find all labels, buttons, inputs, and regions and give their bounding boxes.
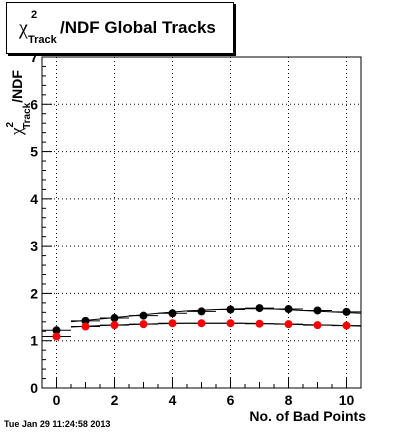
red-data-point [313, 321, 322, 330]
title-box: χ 2 Track /NDF Global Tracks [6, 2, 234, 54]
black-data-point [255, 304, 264, 313]
red-data-point [139, 320, 148, 329]
x-tick-label: 10 [339, 392, 355, 408]
black-data-point [168, 309, 177, 318]
x-axis-title: No. of Bad Points [249, 408, 366, 424]
x-tick-label: 0 [53, 392, 61, 408]
red-data-point [52, 332, 61, 341]
y-axis-title-superscript: 2 [5, 121, 16, 127]
y-tick-label: 4 [30, 191, 38, 207]
black-data-point [313, 306, 322, 315]
y-tick-label: 6 [30, 96, 38, 112]
timestamp: Tue Jan 29 11:24:58 2013 [4, 419, 111, 429]
y-tick-label: 7 [30, 49, 38, 65]
y-axis-title-rest: /NDF [9, 70, 25, 103]
red-data-point [284, 320, 293, 329]
title-symbol: χ [19, 17, 28, 39]
red-data-point [110, 321, 119, 330]
black-data-point [110, 314, 119, 323]
black-data-point [197, 307, 206, 316]
black-data-point [226, 305, 235, 314]
title-text: /NDF Global Tracks [60, 18, 216, 37]
y-tick-label: 1 [30, 333, 38, 349]
x-tick-label: 4 [169, 392, 177, 408]
y-axis-title-subscript: Track [22, 102, 33, 129]
data-points [42, 304, 361, 341]
y-tick-label: 0 [30, 380, 38, 396]
tick-labels: 0 2 4 6 8 10 0 1 2 3 4 5 6 7 [30, 49, 354, 408]
black-data-point [52, 326, 61, 335]
y-axis-title-symbol: χ [7, 127, 26, 136]
red-data-point [81, 322, 90, 331]
plot-frame [41, 56, 362, 389]
red-data-point [226, 319, 235, 328]
black-data-point [81, 316, 90, 325]
axes [42, 65, 347, 389]
black-data-point [284, 305, 293, 314]
title-superscript: 2 [31, 9, 38, 21]
x-tick-label: 2 [111, 392, 119, 408]
y-tick-label: 5 [30, 144, 38, 160]
y-axis-title: χ2 Track/NDF [5, 70, 33, 136]
red-data-point [197, 319, 206, 328]
x-tick-label: 6 [227, 392, 235, 408]
red-data-point [342, 321, 351, 330]
x-tick-label: 8 [285, 392, 293, 408]
title-subscript: Track [28, 34, 57, 46]
black-data-point [139, 311, 148, 320]
y-tick-label: 3 [30, 238, 38, 254]
y-tick-label: 2 [30, 285, 38, 301]
red-data-point [168, 319, 177, 328]
black-data-point [342, 307, 351, 316]
red-data-point [255, 319, 264, 328]
